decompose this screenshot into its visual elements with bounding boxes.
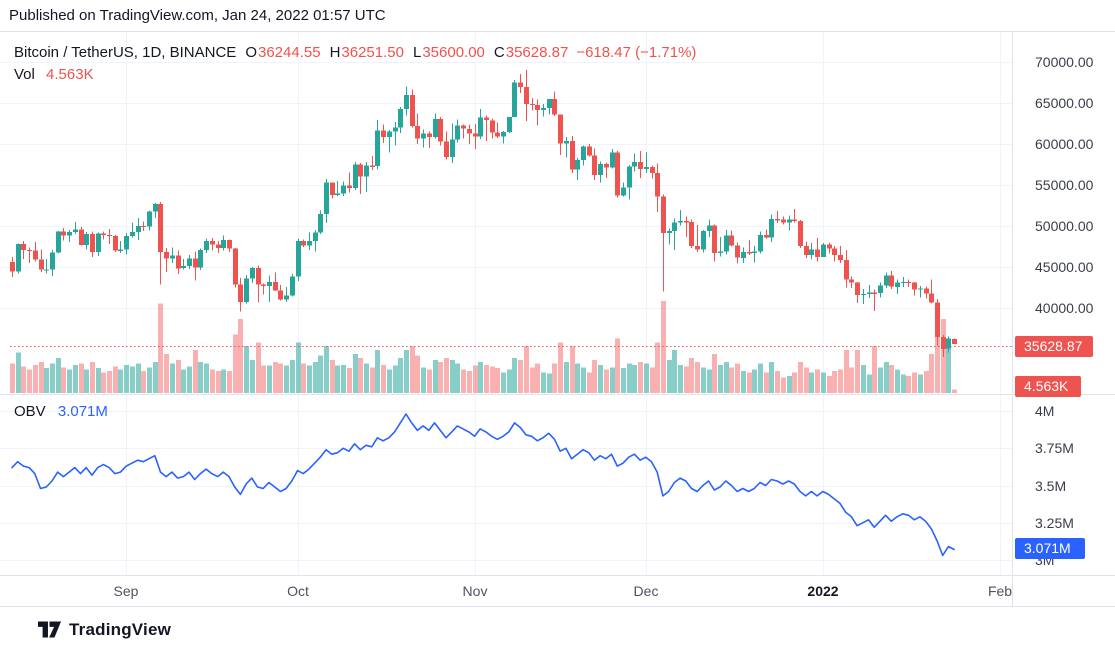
- obv-line: [11, 413, 955, 557]
- footer: TradingView: [0, 607, 1115, 652]
- price-axis[interactable]: 70000.00 65000.00 60000.00 55000.00 50000.00…: [1013, 31, 1115, 575]
- high-value: 36251.50: [341, 44, 404, 61]
- brand-name[interactable]: TradingView: [69, 619, 172, 639]
- time-axis-month-label: Dec: [633, 583, 659, 599]
- chart-canvas[interactable]: [0, 31, 1115, 607]
- obv-axis-label: 3.25M: [1035, 515, 1074, 531]
- close-value: 35628.87: [505, 44, 569, 61]
- publish-bar: Published on TradingView.com, Jan 24, 20…: [0, 0, 1115, 31]
- obv-value: 3.071M: [57, 403, 108, 420]
- time-axis-month-label: Sep: [113, 583, 139, 599]
- price-axis-label: 70000.00: [1035, 54, 1094, 70]
- high-label: H: [329, 44, 341, 61]
- time-axis-year-label: 2022: [807, 583, 839, 599]
- price-axis-label: 40000.00: [1035, 300, 1094, 316]
- price-axis-label: 45000.00: [1035, 259, 1094, 275]
- volume-value: 4.563K: [46, 66, 94, 83]
- price-axis-label: 65000.00: [1035, 95, 1094, 111]
- symbol-legend: Bitcoin / TetherUS, 1D, BINANCE O36244.55…: [14, 44, 696, 61]
- price-axis-label: 55000.00: [1035, 177, 1094, 193]
- time-axis-month-label: Oct: [287, 583, 309, 599]
- obv-value-tag: 3.071M: [1015, 538, 1085, 559]
- low-label: L: [412, 44, 422, 61]
- time-axis-month-label: Nov: [462, 583, 488, 599]
- change-value: −618.47 (−1.71%): [576, 44, 697, 61]
- open-value: 36244.55: [257, 44, 321, 61]
- obv-axis-label: 3.5M: [1035, 478, 1067, 494]
- last-volume-tag: 4.563K: [1015, 376, 1081, 397]
- price-axis-label: 60000.00: [1035, 136, 1094, 152]
- obv-axis-label: 4M: [1035, 403, 1055, 419]
- obv-legend: OBV 3.071M: [14, 403, 108, 420]
- low-value: 35600.00: [422, 44, 485, 61]
- tradingview-logo-icon[interactable]: [38, 621, 61, 638]
- price-axis-label: 50000.00: [1035, 218, 1094, 234]
- time-axis[interactable]: Sep Oct Nov Dec 2022 Feb: [0, 575, 1013, 607]
- close-label: C: [493, 44, 505, 61]
- obv-label: OBV: [14, 403, 46, 420]
- time-axis-month-label: Feb: [987, 583, 1013, 599]
- publish-text: Published on TradingView.com, Jan 24, 20…: [9, 7, 386, 24]
- last-price-tag: 35628.87: [1015, 336, 1093, 357]
- open-label: O: [245, 44, 257, 61]
- symbol-title: Bitcoin / TetherUS, 1D, BINANCE: [14, 44, 237, 61]
- volume-label: Vol: [14, 66, 35, 83]
- obv-axis-label: 3.75M: [1035, 440, 1074, 456]
- volume-legend: Vol 4.563K: [14, 66, 94, 83]
